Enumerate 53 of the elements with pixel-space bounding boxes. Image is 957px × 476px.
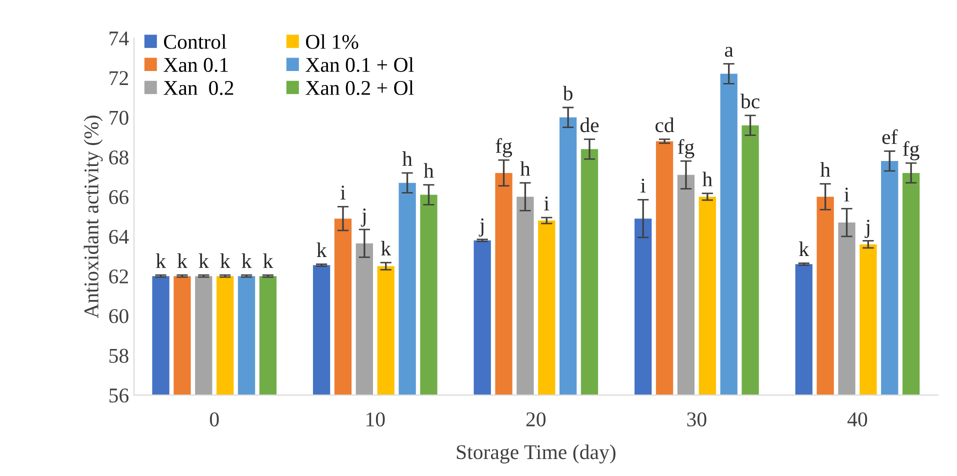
y-tick-label: 62 [109,270,128,284]
data-label: j [864,220,870,238]
data-label: i [640,178,646,193]
x-tick-label: 20 [526,412,546,426]
data-label: j [478,218,484,237]
data-label: k [799,242,810,256]
data-label: h [820,162,830,177]
data-label: h [402,151,412,166]
data-label: h [424,163,434,178]
data-label: cd [656,118,674,132]
legend-label: Xan 0.1 + Ol [306,57,414,72]
y-tick-label: 64 [109,230,129,244]
data-label: de [580,118,599,132]
y-tick-label: 70 [110,110,128,125]
x-axis-title: Storage Time (day) [456,444,616,464]
data-label: k [242,253,252,268]
data-label: i [544,196,550,210]
x-tick-label: 30 [687,412,706,426]
data-label: i [844,188,850,202]
y-tick-label: 66 [109,190,128,204]
data-label: k [220,253,230,268]
legend-label: Xan 0.2 + Ol [306,80,414,96]
data-label: bc [740,94,760,108]
data-label: a [724,46,734,57]
data-label: k [156,253,166,268]
y-tick-label: 74 [110,32,129,46]
data-label: fg [903,141,920,160]
data-label: fg [496,138,512,158]
y-tick-label: 68 [109,150,128,165]
data-label: h [520,161,530,176]
data-label: k [198,253,209,268]
data-label: b [562,86,572,100]
legend-label: Xan 0.1 [164,58,228,72]
y-tick-label: 56 [109,388,128,403]
legend-label: Xan 0.2 [164,80,234,96]
x-tick-label: 10 [366,412,385,426]
y-axis-title: Antioxidant activity (%) [84,116,103,318]
y-tick-label: 58 [109,348,128,363]
data-label: k [381,240,392,256]
data-label: h [702,172,712,186]
y-tick-label: 72 [110,71,128,85]
y-tick-label: 60 [109,309,128,324]
data-label: k [177,253,188,268]
x-tick-label: 0 [210,412,219,426]
data-label: k [263,253,274,268]
legend-label: Control [164,34,226,49]
data-label: k [316,242,327,257]
data-label: i [340,186,346,200]
data-label: fg [678,139,694,158]
x-tick-label: 40 [847,412,868,426]
data-label: ef [882,129,898,144]
data-label: j [360,208,366,227]
legend-label: Ol 1% [306,34,358,49]
